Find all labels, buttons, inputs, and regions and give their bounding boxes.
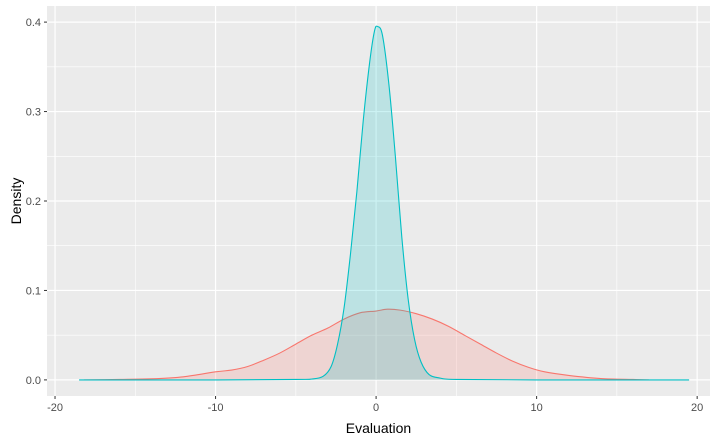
y-tick-label: 0.2 [26, 196, 41, 208]
x-tick-label: -20 [47, 402, 63, 414]
density-line-series-1 [83, 308, 650, 381]
y-tick-label: 0.1 [26, 285, 41, 297]
y-tick-label: 0.0 [26, 375, 41, 387]
series-layer [79, 25, 690, 381]
x-tick-label: 0 [373, 402, 379, 414]
x-tick-label: -10 [208, 402, 224, 414]
density-line-series-2 [79, 25, 690, 381]
density-area-series-2 [79, 26, 690, 380]
y-axis: 0.0 0.1 0.2 0.3 0.4 [26, 17, 47, 387]
x-axis: -20 -10 0 10 20 [47, 396, 703, 414]
density-area-series-1 [83, 309, 650, 380]
x-tick-label: 20 [691, 402, 703, 414]
y-tick-label: 0.4 [26, 17, 41, 29]
y-tick-label: 0.3 [26, 107, 41, 119]
y-axis-title: Density [8, 178, 24, 225]
x-axis-title: Evaluation [346, 420, 411, 436]
x-tick-label: 10 [530, 402, 542, 414]
grid-major [47, 6, 710, 396]
